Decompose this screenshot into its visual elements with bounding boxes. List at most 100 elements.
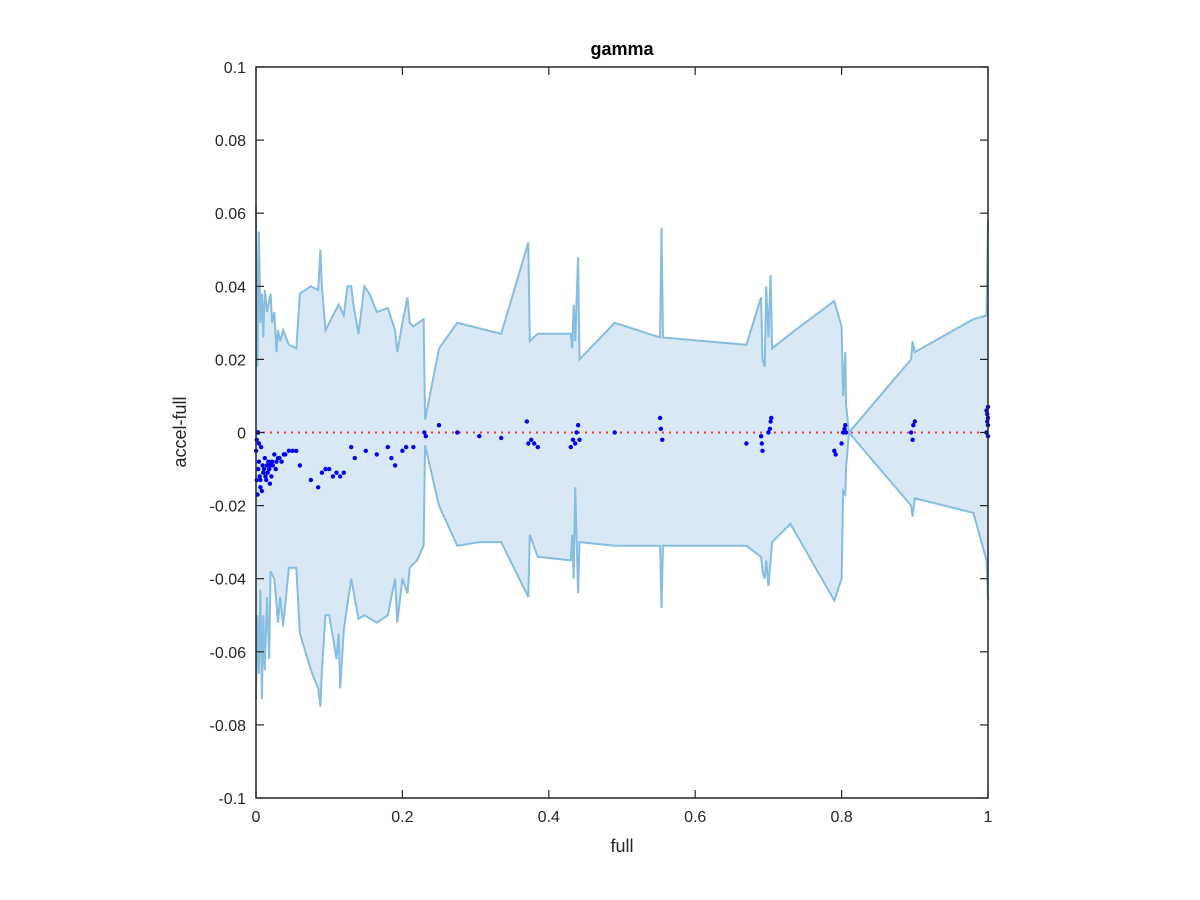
data-point (274, 459, 279, 464)
data-point (499, 435, 504, 441)
data-point (744, 441, 749, 446)
data-point (319, 470, 325, 475)
data-point (436, 423, 442, 428)
data-point (535, 444, 540, 450)
data-point (338, 474, 343, 479)
data-point (526, 441, 531, 446)
y-tick-label: 0 (237, 426, 246, 443)
data-point (577, 437, 582, 442)
data-point (832, 448, 837, 453)
data-point (267, 481, 273, 486)
data-point (658, 426, 663, 431)
data-point (400, 448, 405, 453)
data-point (766, 430, 771, 435)
data-point (767, 426, 773, 431)
band-upper-line (255, 205, 989, 435)
data-point (833, 452, 838, 457)
data-point (257, 474, 262, 479)
band-lower-line (255, 430, 989, 707)
data-point (911, 423, 916, 428)
data-point (769, 415, 774, 421)
y-tick-label: 0.04 (215, 279, 246, 296)
data-point (258, 444, 264, 450)
data-point (529, 437, 534, 442)
y-tick-label: -0.06 (210, 645, 247, 662)
data-point (532, 441, 537, 446)
data-point (908, 430, 914, 435)
data-point (316, 485, 321, 490)
data-point (392, 463, 398, 468)
data-point (264, 477, 269, 483)
data-point (568, 444, 573, 450)
data-point (272, 452, 277, 457)
data-point (842, 426, 847, 431)
x-tick-label: 1 (984, 809, 993, 826)
data-point (574, 430, 579, 435)
data-point (286, 448, 292, 453)
data-point (279, 459, 284, 464)
data-point (277, 455, 282, 461)
chart-title: gamma (590, 39, 654, 59)
data-point (575, 423, 581, 428)
data-point (758, 434, 764, 439)
y-tick-label: 0.1 (224, 60, 246, 77)
data-point (330, 474, 336, 479)
data-point (768, 419, 773, 424)
x-tick-label: 0.8 (830, 809, 852, 826)
x-tick-label: 0.6 (684, 809, 706, 826)
data-point (283, 452, 288, 457)
y-axis-ticks: 0.1 0.08 0.06 0.04 0.02 0 -0.02 -0.04 -0.06 -0.08… (210, 60, 988, 808)
band-fill (256, 205, 988, 707)
data-point (261, 466, 267, 472)
data-point (524, 419, 529, 424)
data-point (262, 455, 267, 461)
data-point (258, 477, 263, 483)
data-point (327, 466, 332, 472)
data-point (256, 466, 261, 472)
x-tick-label: 0.2 (391, 809, 413, 826)
data-point (323, 466, 328, 472)
data-point (422, 430, 427, 435)
data-point (760, 448, 765, 453)
x-axis-ticks: 0 0.2 0.4 0.6 0.8 1 (252, 67, 993, 826)
y-axis-label: accel-full (170, 396, 190, 467)
data-point (256, 441, 262, 446)
confidence-band (255, 205, 989, 707)
data-point (269, 459, 275, 464)
y-tick-label: 0.08 (215, 133, 246, 150)
data-point (308, 477, 314, 483)
data-point (385, 444, 390, 450)
data-point (910, 437, 915, 442)
data-point (660, 437, 665, 442)
data-point (256, 459, 262, 464)
data-point (374, 452, 379, 457)
data-point (259, 488, 265, 494)
data-point (411, 444, 416, 450)
data-point (341, 470, 346, 475)
data-point (297, 463, 303, 468)
data-point (265, 470, 270, 475)
data-point (260, 463, 265, 468)
data-point (349, 444, 354, 450)
data-point (912, 419, 917, 424)
data-point (269, 474, 274, 479)
data-point (267, 466, 272, 472)
data-point (477, 434, 482, 439)
y-tick-label: 0.06 (215, 206, 246, 223)
data-point (612, 430, 617, 435)
data-point (266, 459, 271, 464)
data-point (570, 437, 576, 442)
data-point (759, 441, 764, 446)
data-point (363, 448, 368, 453)
y-tick-label: 0.02 (215, 352, 246, 369)
data-point (573, 441, 578, 446)
y-tick-label: -0.1 (218, 791, 246, 808)
data-point (261, 470, 266, 475)
data-point (334, 470, 339, 475)
data-point (657, 415, 663, 421)
y-tick-label: -0.04 (210, 572, 247, 589)
data-point (290, 448, 295, 453)
data-point (839, 441, 844, 446)
data-point (455, 430, 460, 435)
